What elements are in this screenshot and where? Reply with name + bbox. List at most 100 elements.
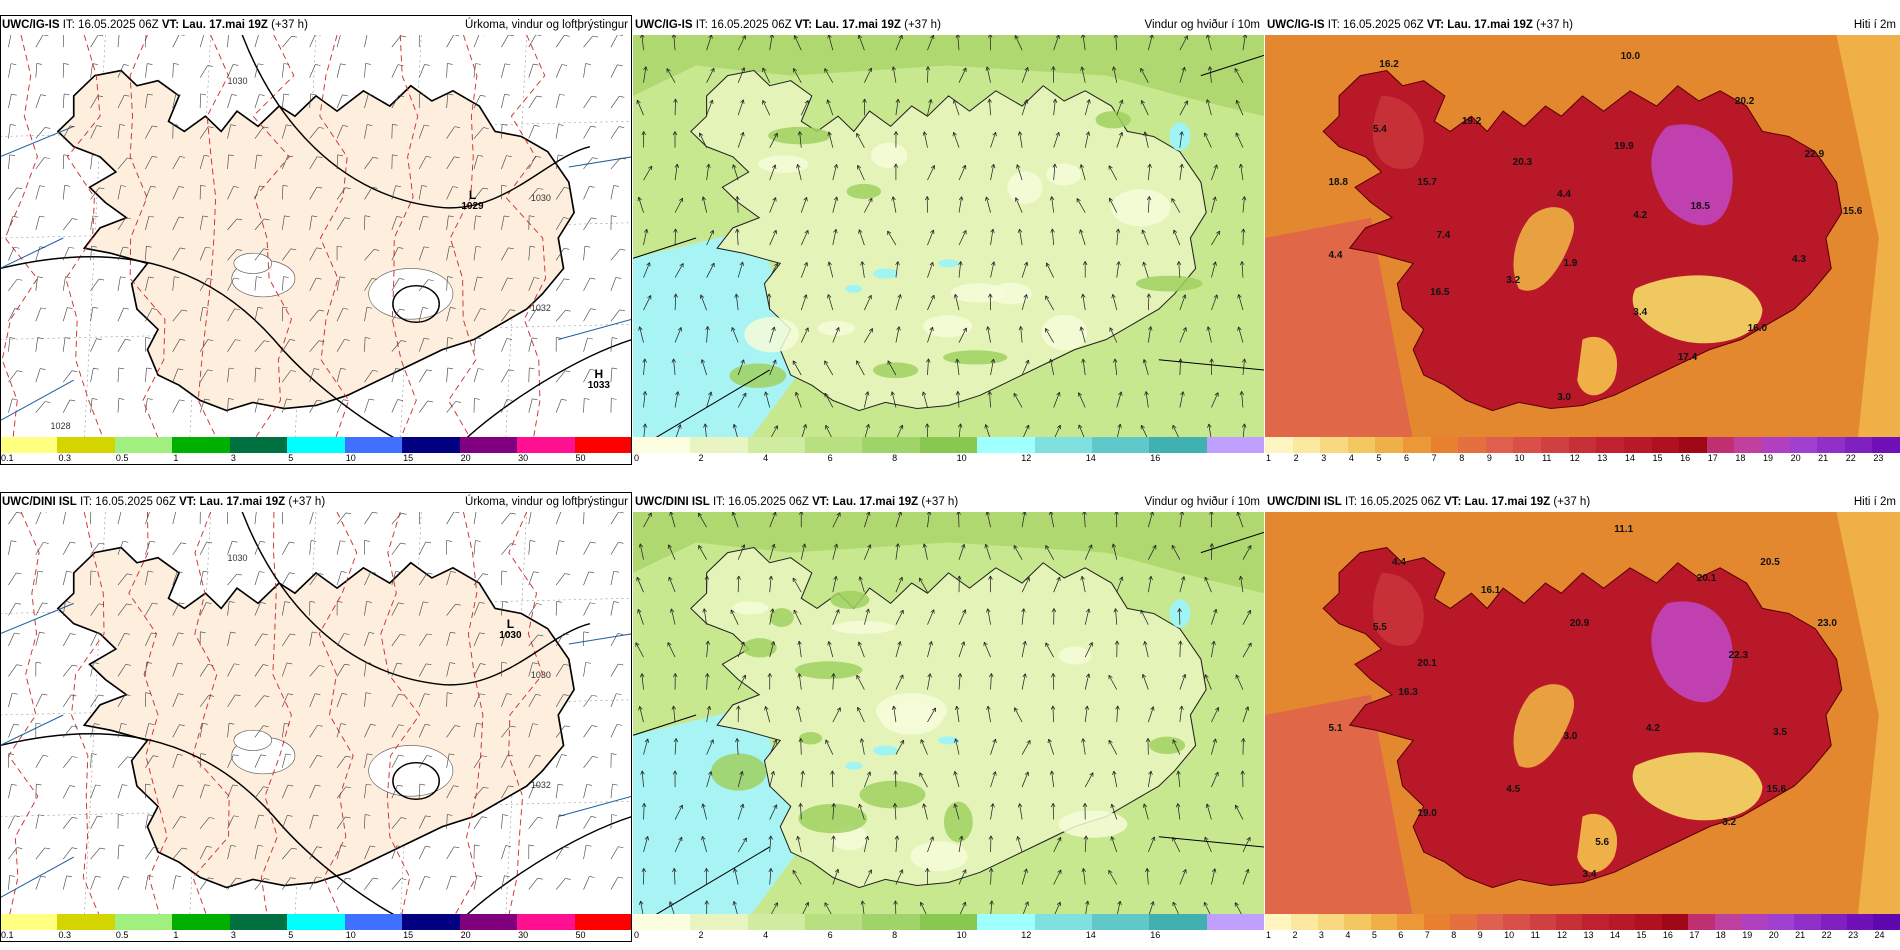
pressure-center-letter: L	[506, 616, 515, 631]
valid-label: VT:	[161, 19, 180, 31]
temperature-value: 20.1	[1417, 658, 1437, 670]
colorbar-tick-label: 13	[1597, 453, 1608, 463]
map-area: L 1029 H 1033 1030 1032 1030 1028	[0, 35, 632, 441]
colorbar-swatch	[1661, 914, 1689, 930]
temperature-value: 4.2	[1633, 209, 1648, 221]
colorbar-tick-label: 10	[956, 453, 967, 463]
colorbar-swatch	[1679, 437, 1707, 453]
valid-time: Lau. 17.mai 19Z	[182, 19, 268, 31]
map-svg	[633, 35, 1264, 441]
colorbar-swatch	[1873, 914, 1900, 930]
map-area: L 1030 1030 1032 1030	[0, 512, 632, 918]
colorbar-tick-label: 15	[1636, 930, 1647, 940]
colorbar-tick-label: 50	[575, 930, 586, 940]
colorbar-tick-label: 1	[173, 930, 179, 940]
colorbar-tick-label: 12	[1021, 930, 1032, 940]
colorbar-swatch	[1423, 914, 1451, 930]
colorbar-swatch	[1794, 914, 1821, 930]
panel-title: Hiti í 2m	[1853, 19, 1896, 31]
colorbar-swatch	[0, 914, 58, 930]
colorbar-swatch	[1403, 437, 1431, 453]
temperature-value: 3.2	[1722, 816, 1737, 828]
colorbar-swatch	[1320, 437, 1348, 453]
colorbar-tick-label: 12	[1569, 453, 1580, 463]
temperature-value: 20.3	[1512, 156, 1533, 168]
colorbar-swatch	[633, 437, 691, 453]
temperature-value: 20.5	[1760, 556, 1780, 568]
temperature-value: 18.8	[1328, 177, 1348, 189]
colorbar-swatch	[1206, 437, 1264, 453]
colorbar-swatch	[287, 437, 345, 453]
colorbar-swatch	[1291, 914, 1318, 930]
colorbar-swatch	[229, 914, 288, 930]
colorbar-swatch	[287, 914, 345, 930]
colorbar-swatch	[1206, 914, 1264, 930]
temperature-value: 16.5	[1430, 286, 1450, 298]
colorbar-swatch	[172, 437, 230, 453]
isobar-label: 1032	[530, 302, 551, 313]
colorbar-tick-label: 20	[1790, 453, 1801, 463]
colorbar-swatch	[574, 437, 632, 453]
colorbar-tick-label: 7	[1424, 930, 1430, 940]
colorbar-tick-label: 12	[1021, 453, 1032, 463]
panel-temp-row0: UWC/IG-IS IT: 16.05.2025 06Z VT: Lau. 17…	[1265, 15, 1900, 465]
low-pressure-label: L 1030	[499, 618, 521, 642]
colorbar-swatch	[344, 437, 403, 453]
colorbar-tick-label: 10	[1504, 930, 1515, 940]
colorbar-tick-label: 14	[1085, 453, 1096, 463]
colorbar	[1265, 914, 1900, 930]
colorbar-swatch	[1651, 437, 1680, 453]
panel-precip-row0: UWC/IG-IS IT: 16.05.2025 06Z VT: Lau. 17…	[0, 15, 632, 465]
temperature-value: 5.5	[1372, 621, 1387, 633]
lead-time: (+37 h)	[904, 19, 941, 31]
run-label: IT:	[1344, 496, 1358, 508]
colorbar-swatch	[1541, 437, 1569, 453]
colorbar-tick-label: 14	[1624, 453, 1635, 463]
map-svg	[0, 35, 632, 441]
colorbar-swatch	[1623, 437, 1652, 453]
colorbar-tick-label: 5	[288, 453, 294, 463]
temperature-value: 3.4	[1633, 307, 1648, 319]
panel-wind-row1: UWC/DINI ISL IT: 16.05.2025 06Z VT: Lau.…	[633, 492, 1264, 942]
colorbar	[0, 437, 632, 453]
colorbar-tick-label: 9	[1477, 930, 1483, 940]
map-svg	[633, 512, 1264, 918]
colorbar-swatch	[1450, 914, 1477, 930]
panel-title: Úrkoma, vindur og loftþrýstingur	[465, 19, 628, 31]
colorbar-tick-label: 22	[1821, 930, 1832, 940]
colorbar-swatch	[1292, 437, 1321, 453]
colorbar-tick-label: 6	[827, 453, 833, 463]
colorbar-tick-label: 22	[1845, 453, 1856, 463]
colorbar-tick-label: 8	[1451, 930, 1457, 940]
colorbar-tick-label: 1	[1266, 930, 1272, 940]
colorbar-swatch	[1817, 437, 1845, 453]
colorbar-ticks: 0.1 0.3 0.5 1 3 5 10 15 20 30 50	[0, 453, 632, 465]
colorbar-swatch	[977, 437, 1035, 453]
colorbar-tick-label: 10	[345, 453, 356, 463]
isobar-label: 1032	[530, 779, 551, 790]
colorbar-swatch	[1706, 437, 1735, 453]
colorbar-swatch	[57, 437, 115, 453]
colorbar-ticks: 0 2 4 6 8 10 12 14 16	[633, 930, 1264, 942]
colorbar-swatch	[1714, 914, 1742, 930]
colorbar-tick-label: 50	[575, 453, 586, 463]
temperature-value: 4.4	[1328, 250, 1343, 262]
panel-header: UWC/IG-IS IT: 16.05.2025 06Z VT: Lau. 17…	[1265, 15, 1900, 35]
temperature-value: 16.3	[1398, 686, 1418, 698]
colorbar-tick-label: 19	[1742, 930, 1753, 940]
colorbar-swatch	[1568, 437, 1597, 453]
colorbar-swatch	[1635, 914, 1662, 930]
colorbar-swatch	[977, 914, 1035, 930]
colorbar-swatch	[747, 914, 806, 930]
colorbar-tick-label: 11	[1530, 930, 1540, 940]
colorbar-swatch	[1091, 437, 1150, 453]
panel-title: Vindur og hviður í 10m	[1144, 19, 1261, 31]
map-area	[633, 512, 1264, 918]
panel-title: Hiti í 2m	[1853, 496, 1896, 508]
isobar-label: 1030	[530, 193, 551, 204]
colorbar-swatch	[517, 437, 575, 453]
colorbar	[1265, 437, 1900, 453]
pressure-center-value: 1029	[461, 201, 484, 213]
temperature-value: 3.5	[1773, 727, 1787, 739]
temperature-value: 7.4	[1436, 229, 1451, 241]
